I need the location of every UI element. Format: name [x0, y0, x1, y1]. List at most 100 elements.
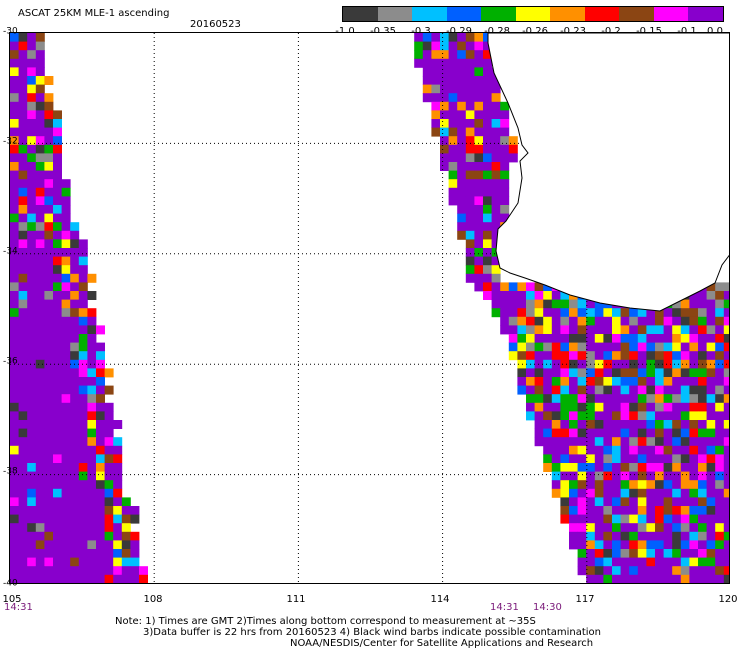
data-cell [672, 497, 682, 507]
data-cell [534, 377, 544, 386]
data-cell [612, 583, 621, 584]
data-cell [431, 93, 441, 103]
data-cell [560, 420, 570, 429]
data-cell [53, 213, 62, 223]
data-cell [10, 273, 19, 283]
data-cell [637, 420, 647, 429]
data-cell [698, 308, 707, 318]
data-cell [457, 50, 467, 60]
data-cell [543, 420, 553, 429]
data-cell [53, 445, 62, 455]
data-cell [526, 334, 535, 343]
data-cell [35, 566, 45, 576]
data-cell [577, 420, 587, 429]
data-cell [27, 420, 37, 429]
data-cell [698, 368, 707, 378]
data-cell [483, 248, 492, 257]
data-cell [646, 394, 656, 404]
y-label-36: -36 [3, 356, 18, 367]
data-cell [70, 514, 80, 524]
data-cell [646, 316, 656, 326]
data-cell [465, 144, 475, 154]
data-cell [78, 531, 88, 541]
data-cell [465, 170, 475, 180]
data-cell [440, 110, 449, 120]
data-cell [560, 377, 570, 386]
data-cell [78, 445, 88, 455]
data-cell [87, 428, 97, 438]
data-cell [551, 316, 561, 326]
data-cell [655, 463, 664, 472]
data-cell [655, 351, 664, 361]
data-cell [96, 471, 105, 481]
data-cell [465, 162, 475, 171]
data-cell [440, 127, 449, 137]
data-cell [27, 480, 37, 490]
data-cell [53, 162, 62, 171]
data-cell [10, 170, 19, 180]
data-cell [78, 325, 88, 335]
data-cell [689, 531, 699, 541]
data-cell [612, 437, 621, 447]
data-cell [10, 127, 19, 137]
data-cell [431, 50, 441, 60]
data-cell [672, 402, 682, 412]
data-cell [723, 411, 729, 421]
data-cell [465, 101, 475, 111]
data-cell [706, 488, 716, 498]
data-cell [36, 583, 45, 584]
data-cell [457, 205, 467, 214]
data-cell [465, 239, 475, 249]
data-cell [672, 420, 682, 429]
data-cell [70, 325, 80, 335]
data-cell [672, 325, 682, 335]
data-cell [612, 308, 621, 318]
data-cell [706, 291, 716, 300]
data-cell [10, 119, 19, 128]
data-cell [723, 351, 729, 361]
data-cell [27, 213, 37, 223]
data-cell [698, 437, 707, 447]
data-cell [61, 316, 71, 326]
data-cell [27, 402, 37, 412]
data-cell [612, 420, 621, 429]
data-cell [569, 514, 578, 524]
data-cell [448, 110, 458, 120]
data-cell [70, 265, 80, 275]
data-cell [96, 514, 105, 524]
data-cell [706, 523, 716, 533]
data-cell [655, 557, 664, 567]
data-cell [715, 394, 725, 404]
data-cell [465, 58, 475, 68]
data-cell [620, 377, 630, 386]
data-cell [706, 325, 716, 335]
data-cell [10, 334, 19, 343]
data-cell [35, 497, 45, 507]
data-cell [18, 445, 28, 455]
data-cell [27, 93, 37, 103]
data-cell [500, 170, 510, 180]
data-cell [18, 377, 28, 386]
data-cell [594, 308, 604, 318]
data-cell [27, 411, 37, 421]
data-cell [698, 334, 707, 343]
data-cell [35, 334, 45, 343]
data-cell [53, 463, 62, 472]
data-cell [104, 445, 114, 455]
data-cell [569, 445, 578, 455]
data-cell [27, 299, 37, 309]
data-cell [18, 291, 28, 300]
data-cell [10, 162, 19, 171]
data-cell [18, 119, 28, 128]
data-cell [637, 402, 647, 412]
data-cell [594, 471, 604, 481]
data-cell [534, 359, 544, 369]
data-cell [603, 463, 613, 472]
data-cell [491, 265, 501, 275]
data-cell [551, 394, 561, 404]
data-cell [500, 179, 510, 189]
data-cell [594, 368, 604, 378]
data-cell [457, 153, 467, 163]
data-cell [27, 463, 37, 472]
data-cell [44, 101, 54, 111]
